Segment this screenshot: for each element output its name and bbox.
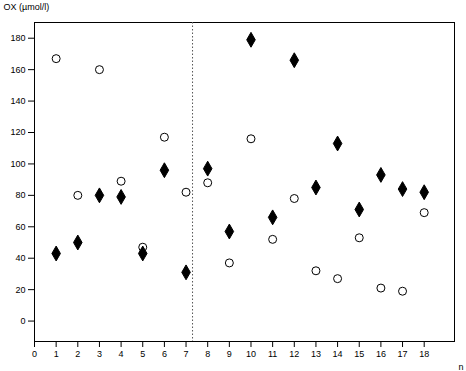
svg-text:6: 6 xyxy=(162,349,167,359)
svg-text:9: 9 xyxy=(227,349,232,359)
svg-text:1: 1 xyxy=(54,349,59,359)
svg-text:60: 60 xyxy=(15,222,25,232)
svg-text:0: 0 xyxy=(32,349,37,359)
svg-text:15: 15 xyxy=(354,349,364,359)
svg-text:16: 16 xyxy=(376,349,386,359)
svg-text:3: 3 xyxy=(97,349,102,359)
svg-text:40: 40 xyxy=(15,253,25,263)
svg-text:13: 13 xyxy=(311,349,321,359)
svg-text:140: 140 xyxy=(10,96,25,106)
svg-text:OX (µmol/l): OX (µmol/l) xyxy=(4,2,50,12)
svg-text:7: 7 xyxy=(184,349,189,359)
svg-text:12: 12 xyxy=(289,349,299,359)
svg-text:10: 10 xyxy=(246,349,256,359)
svg-text:8: 8 xyxy=(205,349,210,359)
svg-text:180: 180 xyxy=(10,33,25,43)
svg-text:120: 120 xyxy=(10,127,25,137)
svg-text:n: n xyxy=(458,362,463,371)
svg-text:0: 0 xyxy=(20,316,25,326)
svg-text:160: 160 xyxy=(10,65,25,75)
svg-text:20: 20 xyxy=(15,285,25,295)
svg-text:17: 17 xyxy=(398,349,408,359)
svg-text:18: 18 xyxy=(419,349,429,359)
svg-text:11: 11 xyxy=(268,349,277,359)
svg-text:80: 80 xyxy=(15,190,25,200)
svg-text:2: 2 xyxy=(75,349,80,359)
svg-text:100: 100 xyxy=(10,159,25,169)
svg-text:5: 5 xyxy=(140,349,145,359)
svg-text:4: 4 xyxy=(119,349,124,359)
svg-text:14: 14 xyxy=(333,349,343,359)
